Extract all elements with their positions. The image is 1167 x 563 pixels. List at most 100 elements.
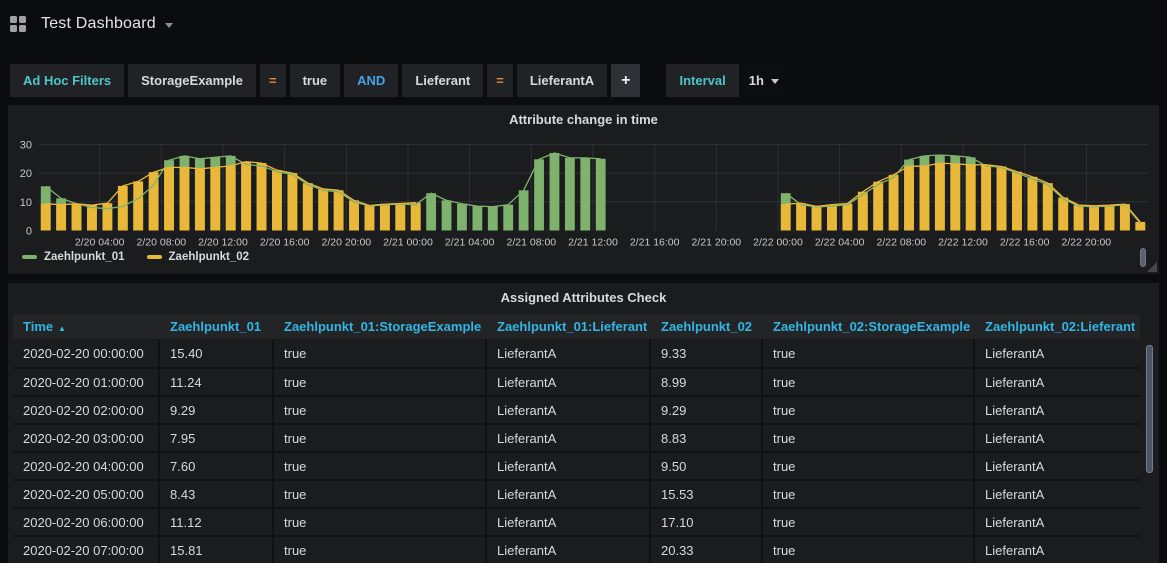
x-axis-tick-label: 2/21 04:00	[445, 237, 495, 249]
column-header-label: Zaehlpunkt_01:StorageExample	[284, 319, 481, 334]
table-cell: LieferantA	[975, 369, 1140, 395]
table-cell: LieferantA	[975, 453, 1140, 479]
panel-resize-handle[interactable]	[1147, 262, 1157, 272]
table-column-header[interactable]: Zaehlpunkt_02	[651, 319, 763, 334]
table-row: 2020-02-20 03:00:007.95trueLieferantA8.8…	[13, 423, 1140, 451]
bar-Zaehlpunkt_02	[180, 167, 190, 230]
table-column-header[interactable]: Zaehlpunkt_01:StorageExample	[274, 319, 487, 334]
table-cell: 15.53	[651, 481, 763, 507]
bar-Zaehlpunkt_01	[580, 158, 590, 231]
table-cell: true	[763, 509, 975, 535]
table-cell: LieferantA	[975, 537, 1140, 563]
table-column-header[interactable]: Zaehlpunkt_01	[160, 319, 274, 334]
adhoc-filter-value-chip[interactable]: true	[290, 64, 341, 97]
bar-Zaehlpunkt_02	[334, 190, 344, 230]
bar-Zaehlpunkt_02	[72, 204, 82, 231]
table-column-header[interactable]: Time▲	[13, 319, 160, 334]
bar-Zaehlpunkt_02	[1105, 205, 1115, 230]
table-cell: LieferantA	[487, 425, 651, 451]
bar-Zaehlpunkt_01	[472, 206, 482, 230]
bar-Zaehlpunkt_02	[827, 205, 837, 231]
table-cell: true	[274, 537, 487, 563]
table-cell: true	[274, 369, 487, 395]
adhoc-filter-op-chip[interactable]: =	[487, 64, 513, 97]
table-cell: LieferantA	[975, 481, 1140, 507]
bar-Zaehlpunkt_02	[1058, 197, 1068, 230]
table-row: 2020-02-20 02:00:009.29trueLieferantA9.2…	[13, 395, 1140, 423]
table-cell: true	[763, 537, 975, 563]
table-cell: 2020-02-20 01:00:00	[13, 369, 160, 395]
table-cell: 2020-02-20 03:00:00	[13, 425, 160, 451]
table-row: 2020-02-20 01:00:0011.24trueLieferantA8.…	[13, 367, 1140, 395]
bar-Zaehlpunkt_02	[365, 206, 375, 231]
graph-panel-title[interactable]: Attribute change in time	[8, 105, 1159, 129]
table-row: 2020-02-20 00:00:0015.40trueLieferantA9.…	[13, 339, 1140, 367]
adhoc-filter-key-chip[interactable]: Lieferant	[402, 64, 483, 97]
table-cell: true	[763, 453, 975, 479]
legend-item-Zaehlpunkt_01[interactable]: Zaehlpunkt_01	[22, 251, 125, 263]
table-cell: true	[274, 339, 487, 367]
filter-bar: Ad Hoc Filters StorageExample=trueANDLie…	[10, 64, 793, 97]
table-cell: 8.83	[651, 425, 763, 451]
table-panel: Assigned Attributes Check Time▲Zaehlpunk…	[8, 283, 1159, 563]
adhoc-filter-cond-chip[interactable]: AND	[344, 64, 398, 97]
bar-Zaehlpunkt_02	[102, 203, 112, 230]
table-cell: true	[763, 481, 975, 507]
legend-label: Zaehlpunkt_02	[169, 251, 250, 263]
bar-Zaehlpunkt_01	[457, 204, 467, 231]
table-header-row: Time▲Zaehlpunkt_01 Zaehlpunkt_01:StorageE…	[13, 314, 1140, 339]
table-cell: 2020-02-20 07:00:00	[13, 537, 160, 563]
chart-panel-scrollbar[interactable]	[1140, 248, 1146, 267]
x-axis-tick-label: 2/22 16:00	[1000, 237, 1050, 249]
bar-Zaehlpunkt_02	[889, 175, 899, 231]
legend-swatch-icon	[147, 255, 162, 259]
bar-Zaehlpunkt_02	[950, 164, 960, 231]
table-cell: true	[274, 425, 487, 451]
table-cell: 9.50	[651, 453, 763, 479]
legend-item-Zaehlpunkt_02[interactable]: Zaehlpunkt_02	[147, 251, 250, 263]
table-column-header[interactable]: Zaehlpunkt_02:Lieferant	[975, 319, 1140, 334]
table-cell: true	[274, 397, 487, 423]
interval-value-dropdown[interactable]: 1h	[739, 64, 789, 97]
sort-ascending-icon: ▲	[58, 324, 66, 333]
bar-Zaehlpunkt_02	[812, 206, 822, 230]
adhoc-filter-op-chip[interactable]: =	[260, 64, 286, 97]
interval-variable: Interval 1h	[666, 64, 792, 97]
bar-Zaehlpunkt_02	[842, 204, 852, 231]
interval-value: 1h	[749, 73, 764, 88]
bar-Zaehlpunkt_02	[935, 163, 945, 230]
dashboard-title-dropdown[interactable]: Test Dashboard	[41, 15, 173, 33]
time-series-bar-chart[interactable]: 01020302/20 04:002/20 08:002/20 12:002/2…	[8, 133, 1159, 249]
bar-Zaehlpunkt_02	[287, 173, 297, 230]
bar-Zaehlpunkt_02	[118, 186, 128, 231]
bar-Zaehlpunkt_02	[241, 162, 251, 231]
bar-Zaehlpunkt_02	[164, 167, 174, 230]
adhoc-filter-add-button[interactable]: +	[611, 64, 640, 97]
table-column-header[interactable]: Zaehlpunkt_02:StorageExample	[763, 319, 975, 334]
interval-label: Interval	[666, 64, 738, 97]
chevron-down-icon	[771, 79, 779, 84]
chevron-down-icon	[165, 23, 173, 28]
x-axis-tick-label: 2/21 12:00	[568, 237, 618, 249]
bar-Zaehlpunkt_02	[1074, 205, 1084, 231]
bar-Zaehlpunkt_01	[503, 205, 513, 231]
y-axis-tick-label: 10	[20, 197, 32, 209]
dashboard-grid-icon[interactable]	[10, 16, 27, 33]
table-cell: 11.24	[160, 369, 274, 395]
top-navigation-bar: Test Dashboard	[0, 0, 1167, 48]
table-column-header[interactable]: Zaehlpunkt_01:Lieferant	[487, 319, 651, 334]
bar-Zaehlpunkt_02	[210, 167, 220, 230]
table-scrollbar[interactable]	[1146, 345, 1153, 473]
table-panel-title[interactable]: Assigned Attributes Check	[8, 283, 1159, 307]
table-cell: 8.99	[651, 369, 763, 395]
column-header-label: Zaehlpunkt_01:Lieferant	[497, 319, 647, 334]
table-cell: true	[763, 369, 975, 395]
dashboard-title: Test Dashboard	[41, 15, 156, 33]
adhoc-filter-key-chip[interactable]: StorageExample	[128, 64, 256, 97]
x-axis-tick-label: 2/20 12:00	[198, 237, 248, 249]
adhoc-filter-value-chip[interactable]: LieferantA	[517, 64, 607, 97]
table-row: 2020-02-20 06:00:0011.12trueLieferantA17…	[13, 507, 1140, 535]
table-cell: 9.29	[160, 397, 274, 423]
chart-legend: Zaehlpunkt_01 Zaehlpunkt_02	[22, 251, 271, 263]
table-row: 2020-02-20 05:00:008.43trueLieferantA15.…	[13, 479, 1140, 507]
